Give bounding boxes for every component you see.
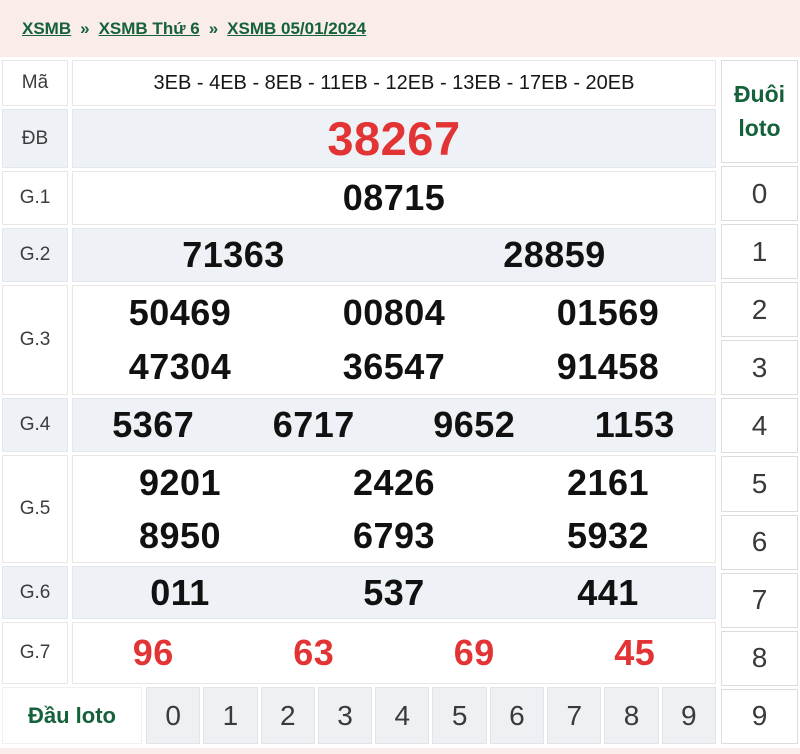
- prize-number: 1153: [594, 404, 675, 445]
- prize-number: 8950: [138, 514, 222, 556]
- tail-loto-digit: 7: [721, 572, 798, 628]
- tail-loto-digit: 5: [721, 456, 798, 512]
- prize-number: 91458: [556, 346, 660, 387]
- prize-number: 441: [577, 571, 639, 613]
- prize-row-g6: G.6 011 537 441: [2, 566, 716, 619]
- breadcrumb-link-date[interactable]: XSMB 05/01/2024: [227, 18, 367, 38]
- breadcrumb-separator: »: [80, 18, 90, 38]
- prize-number: 2426: [352, 461, 436, 503]
- prize-row-g7: G.7 96 63 69 45: [2, 622, 716, 684]
- prize-number: 9652: [433, 404, 516, 445]
- prize-number: 38267: [327, 112, 461, 165]
- prize-number: 5932: [566, 514, 650, 556]
- head-loto-digit: 5: [432, 687, 487, 744]
- results-board: Mã 3EB - 4EB - 8EB - 11EB - 12EB - 13EB …: [0, 57, 800, 748]
- prize-number: 45: [614, 632, 656, 673]
- prize-label: G.7: [2, 622, 68, 684]
- head-loto-digit: 2: [260, 687, 315, 744]
- results-table: Mã 3EB - 4EB - 8EB - 11EB - 12EB - 13EB …: [2, 60, 716, 744]
- tail-loto-digit: 2: [721, 282, 798, 338]
- tail-loto-digit: 8: [721, 630, 798, 686]
- prize-number: 71363: [182, 234, 285, 275]
- tail-loto-digit: 4: [721, 398, 798, 454]
- prize-label: G.5: [2, 455, 68, 563]
- prize-row-g4: G.4 5367 6717 9652 1153: [2, 398, 716, 452]
- head-loto-digit: 7: [547, 687, 602, 744]
- prize-number: 5367: [112, 404, 195, 445]
- tail-loto-digit: 6: [721, 514, 798, 570]
- tail-loto-digit: 1: [721, 224, 798, 280]
- head-loto-digit: 9: [661, 687, 716, 744]
- breadcrumb: XSMB » XSMB Thứ 6 » XSMB 05/01/2024: [0, 0, 800, 57]
- breadcrumb-link-xsmb[interactable]: XSMB: [22, 18, 72, 38]
- prize-label: ĐB: [2, 109, 68, 168]
- tail-loto-digit: 9: [721, 688, 798, 744]
- prize-row-db: ĐB 38267: [2, 109, 716, 168]
- head-loto-digit: 8: [604, 687, 659, 744]
- prize-number: 6717: [272, 404, 355, 445]
- code-row: Mã 3EB - 4EB - 8EB - 11EB - 12EB - 13EB …: [2, 60, 716, 106]
- prize-label: G.6: [2, 566, 68, 619]
- breadcrumb-link-weekday[interactable]: XSMB Thứ 6: [98, 18, 200, 38]
- prize-row-g2: G.2 71363 28859: [2, 228, 716, 282]
- prize-label: G.2: [2, 228, 68, 282]
- prize-number: 50469: [128, 292, 232, 333]
- head-loto-digit: 1: [203, 687, 258, 744]
- prize-number: 01569: [556, 292, 660, 333]
- tail-loto-title: Đuôi loto: [721, 60, 798, 163]
- prize-number: 00804: [342, 292, 446, 333]
- prize-number: 69: [453, 632, 495, 673]
- head-loto-label: Đầu loto: [2, 687, 142, 744]
- head-loto-digit: 3: [317, 687, 373, 744]
- head-loto-digit: 4: [375, 687, 430, 744]
- tail-loto-column: Đuôi loto 0 1 2 3 4 5 6 7 8 9: [721, 60, 798, 744]
- prize-number: 9201: [138, 461, 222, 503]
- head-loto-digit: 6: [489, 687, 545, 744]
- prize-number: 011: [150, 571, 210, 613]
- prize-number: 2161: [566, 461, 650, 503]
- ticket-codes: 3EB - 4EB - 8EB - 11EB - 12EB - 13EB - 1…: [72, 60, 716, 106]
- prize-number: 36547: [342, 346, 446, 387]
- prize-label: G.3: [2, 285, 68, 395]
- tail-loto-digit: 3: [721, 340, 798, 396]
- code-label: Mã: [2, 60, 68, 106]
- breadcrumb-separator: »: [208, 18, 219, 38]
- prize-number: 537: [363, 571, 425, 613]
- prize-number: 63: [293, 632, 335, 673]
- tail-loto-title-line2: loto: [738, 114, 781, 141]
- prize-label: G.4: [2, 398, 68, 452]
- prize-number: 28859: [503, 234, 606, 275]
- prize-number: 96: [132, 632, 174, 673]
- prize-row-g3: G.3 50469 00804 01569 47304 36547 91458: [2, 285, 716, 395]
- prize-row-g1: G.1 08715: [2, 171, 716, 225]
- head-loto-row: Đầu loto 0 1 2 3 4 5 6 7 8 9: [2, 687, 716, 744]
- tail-loto-digit: 0: [721, 166, 798, 222]
- prize-number: 6793: [352, 514, 436, 556]
- prize-number: 08715: [342, 177, 446, 218]
- tail-loto-title-line1: Đuôi: [733, 81, 786, 108]
- prize-number: 47304: [128, 346, 232, 387]
- prize-row-g5: G.5 9201 2426 2161 8950 6793 5932: [2, 455, 716, 563]
- prize-label: G.1: [2, 171, 68, 225]
- head-loto-digit: 0: [146, 687, 201, 744]
